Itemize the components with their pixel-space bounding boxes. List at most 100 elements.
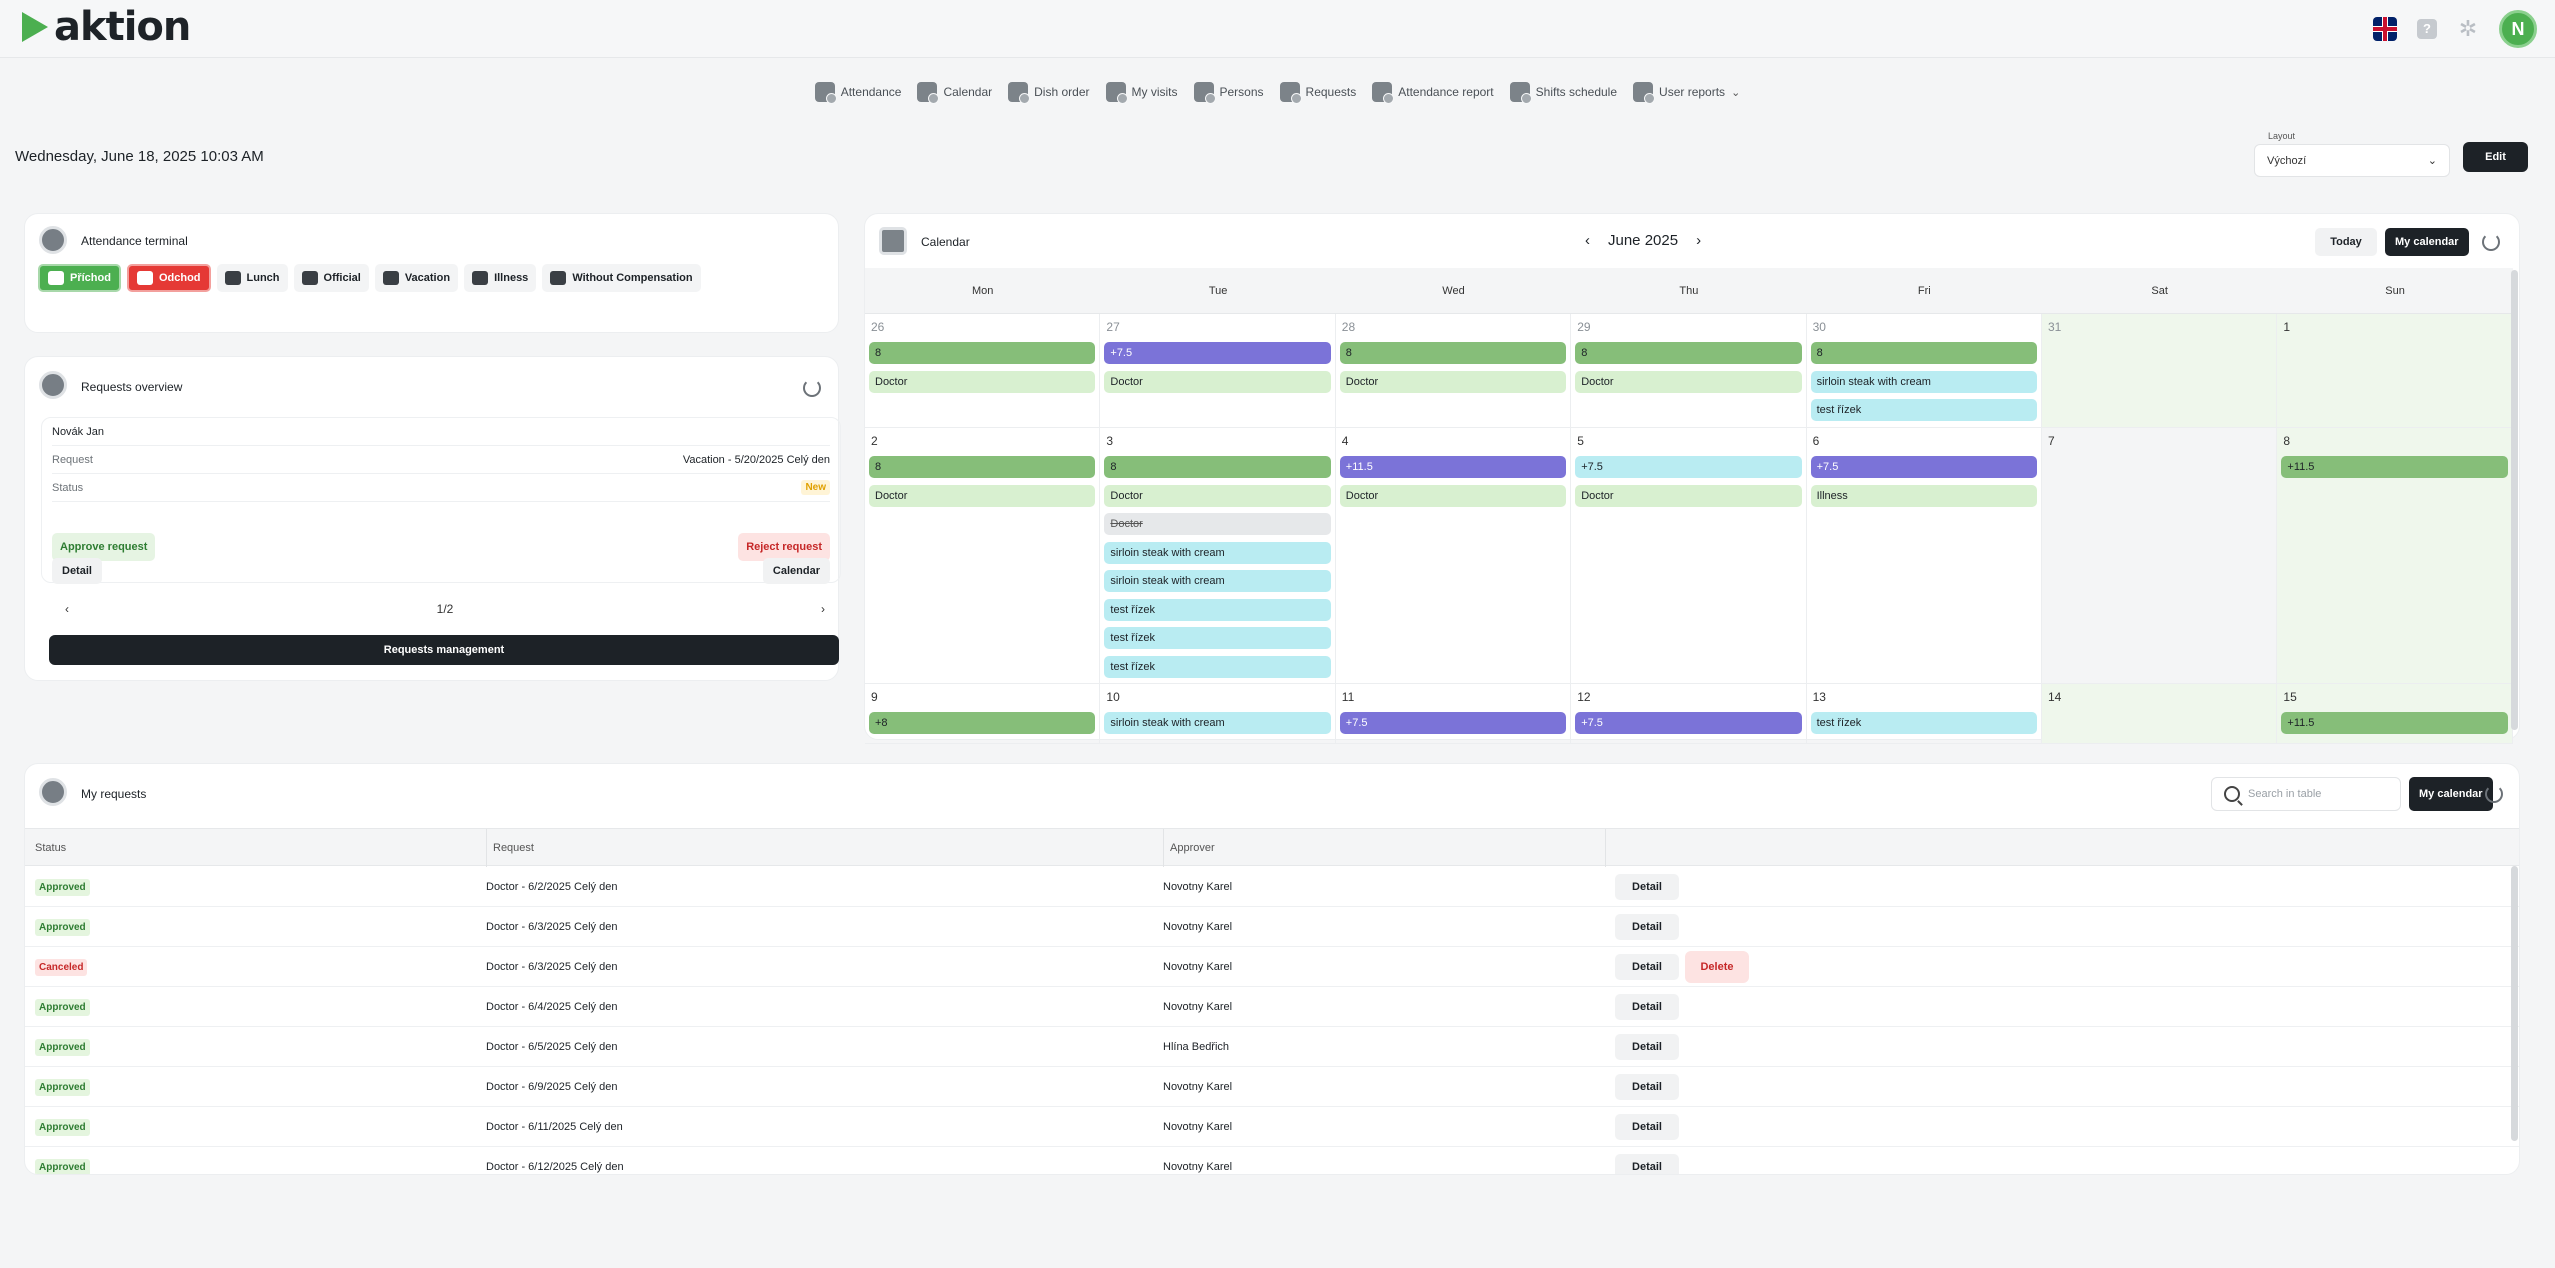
table-row[interactable]: Approved Doctor - 6/3/2025 Celý den Novotn… xyxy=(25,907,2519,947)
without-compensation-button[interactable]: Without Compensation xyxy=(542,264,701,292)
prev-page-icon[interactable]: ‹ xyxy=(65,602,69,616)
my-calendar-button[interactable]: My calendar xyxy=(2385,228,2469,256)
calendar-event[interactable]: sirloin steak with cream xyxy=(1104,712,1331,734)
calendar-event[interactable]: sirloin steak with cream xyxy=(1104,570,1331,592)
calendar-event[interactable]: 8 xyxy=(1810,342,2037,364)
detail-button[interactable]: Detail xyxy=(1615,994,1679,1020)
nav-shifts-schedule[interactable]: Shifts schedule xyxy=(1509,80,1617,104)
calendar-event[interactable]: +11.5 xyxy=(1339,456,1567,478)
prev-month-icon[interactable]: ‹ xyxy=(1585,232,1590,249)
calendar-event[interactable]: +7.5 xyxy=(1104,342,1331,364)
search-input[interactable]: Search in table xyxy=(2211,777,2401,811)
calendar-event[interactable]: Doctor xyxy=(869,370,1096,393)
detail-button[interactable]: Detail xyxy=(1615,1034,1679,1060)
lunch-button[interactable]: Lunch xyxy=(216,264,288,292)
table-row[interactable]: Approved Doctor - 6/5/2025 Celý den Hlína … xyxy=(25,1027,2519,1067)
departure-button[interactable]: Odchod xyxy=(126,264,211,292)
calendar-event[interactable]: test řízek xyxy=(1104,655,1331,678)
table-row[interactable]: Approved Doctor - 6/12/2025 Celý den Novot… xyxy=(25,1147,2519,1174)
calendar-day-cell[interactable]: 9 +8 xyxy=(865,684,1101,744)
nav-calendar[interactable]: Calendar xyxy=(917,80,992,104)
refresh-icon[interactable] xyxy=(2482,233,2500,251)
calendar-day-cell[interactable]: 10 sirloin steak with cream xyxy=(1100,684,1336,744)
detail-button[interactable]: Detail xyxy=(1615,874,1679,900)
detail-button[interactable]: Detail xyxy=(1615,914,1679,940)
calendar-day-cell[interactable]: 4 +11.5 Doctor xyxy=(1335,428,1572,684)
next-month-icon[interactable]: › xyxy=(1696,232,1702,249)
nav-attendance-report[interactable]: Attendance report xyxy=(1372,80,1494,104)
calendar-event[interactable]: 8 xyxy=(1339,342,1567,364)
table-row[interactable]: Approved Doctor - 6/11/2025 Celý den Novot… xyxy=(25,1107,2519,1147)
calendar-event[interactable]: 8 xyxy=(869,342,1096,364)
calendar-day-cell[interactable]: 15 +11.5 xyxy=(2277,684,2513,744)
calendar-day-cell[interactable]: 6 +7.5 Illness xyxy=(1806,428,2042,684)
calendar-event[interactable]: test řízek xyxy=(1810,399,2037,421)
calendar-event[interactable]: 8 xyxy=(1104,456,1331,478)
calendar-day-cell[interactable]: 31 xyxy=(2042,314,2278,428)
calendar-event[interactable]: test řízek xyxy=(1104,598,1331,621)
calendar-day-cell[interactable]: 26 8 Doctor xyxy=(865,314,1101,428)
detail-button[interactable]: Detail xyxy=(1615,954,1679,980)
calendar-event[interactable]: +7.5 xyxy=(1339,712,1567,734)
requests-management-button[interactable]: Requests management xyxy=(49,635,839,665)
refresh-icon[interactable] xyxy=(2485,785,2503,803)
calendar-day-cell[interactable]: 30 8 sirloin steak with cream test řízek xyxy=(1806,314,2042,428)
today-button[interactable]: Today xyxy=(2315,228,2377,256)
calendar-event[interactable]: +7.5 xyxy=(1575,712,1802,734)
nav-attendance[interactable]: Attendance xyxy=(814,80,901,104)
calendar-event[interactable]: +11.5 xyxy=(2281,456,2508,478)
calendar-event[interactable]: Doctor xyxy=(1339,370,1567,393)
detail-button[interactable]: Detail xyxy=(1615,1114,1679,1140)
calendar-day-cell[interactable]: 3 8 Doctor Doctor sirloin steak with cream si… xyxy=(1100,428,1336,684)
calendar-day-cell[interactable]: 13 test řízek xyxy=(1806,684,2042,744)
approve-request-button[interactable]: Approve request xyxy=(52,533,156,561)
calendar-event[interactable]: Doctor xyxy=(869,484,1096,507)
calendar-day-cell[interactable]: 1 xyxy=(2277,314,2513,428)
calendar-event[interactable]: Doctor xyxy=(1104,484,1331,507)
layout-select[interactable]: Výchozí ⌄ xyxy=(2254,144,2450,177)
table-row[interactable]: Approved Doctor - 6/2/2025 Celý den Novotn… xyxy=(25,867,2519,907)
detail-button[interactable]: Detail xyxy=(1615,1154,1679,1174)
calendar-event[interactable]: sirloin steak with cream xyxy=(1810,370,2037,393)
calendar-event[interactable]: +7.5 xyxy=(1810,456,2037,478)
calendar-day-cell[interactable]: 28 8 Doctor xyxy=(1335,314,1572,428)
my-calendar-button[interactable]: My calendar xyxy=(2409,777,2493,811)
detail-button[interactable]: Detail xyxy=(1615,1074,1679,1100)
table-scrollbar[interactable] xyxy=(2511,866,2518,1141)
nav-requests[interactable]: Requests xyxy=(1279,80,1356,104)
language-flag-icon[interactable] xyxy=(2373,17,2397,41)
edit-button[interactable]: Edit xyxy=(2463,142,2528,172)
calendar-event[interactable]: +7.5 xyxy=(1575,456,1802,478)
detail-button[interactable]: Detail xyxy=(52,558,102,584)
calendar-button[interactable]: Calendar xyxy=(762,558,830,584)
illness-button[interactable]: Illness xyxy=(464,264,537,292)
nav-persons[interactable]: Persons xyxy=(1193,80,1264,104)
table-row[interactable]: Canceled Doctor - 6/3/2025 Celý den Novotn… xyxy=(25,947,2519,987)
calendar-event[interactable]: Doctor xyxy=(1339,484,1567,507)
calendar-day-cell[interactable]: 2 8 Doctor xyxy=(865,428,1101,684)
user-avatar[interactable]: N xyxy=(2499,10,2537,48)
calendar-event[interactable]: 8 xyxy=(869,456,1096,478)
column-approver[interactable]: Approver xyxy=(1163,829,1215,867)
calendar-scrollbar[interactable] xyxy=(2511,270,2518,730)
calendar-event[interactable]: Doctor xyxy=(1104,370,1331,393)
column-request[interactable]: Request xyxy=(486,829,534,867)
gear-icon[interactable]: ✲ xyxy=(2458,16,2478,41)
official-button[interactable]: Official xyxy=(293,264,369,292)
calendar-day-cell[interactable]: 5 +7.5 Doctor xyxy=(1571,428,1807,684)
calendar-event[interactable]: +8 xyxy=(869,712,1096,734)
arrival-button[interactable]: Příchod xyxy=(38,264,121,292)
calendar-event[interactable]: test řízek xyxy=(1810,712,2037,734)
calendar-day-cell[interactable]: 12 +7.5 xyxy=(1571,684,1807,744)
calendar-event[interactable]: Doctor xyxy=(1575,370,1802,393)
vacation-button[interactable]: Vacation xyxy=(374,264,459,292)
refresh-icon[interactable] xyxy=(803,379,821,397)
help-icon[interactable]: ? xyxy=(2417,19,2437,39)
calendar-event[interactable]: Doctor xyxy=(1575,484,1802,507)
calendar-day-cell[interactable]: 29 8 Doctor xyxy=(1571,314,1807,428)
calendar-event[interactable]: 8 xyxy=(1575,342,1802,364)
nav-my-visits[interactable]: My visits xyxy=(1105,80,1178,104)
delete-button[interactable]: Delete xyxy=(1685,951,1749,983)
calendar-day-cell[interactable]: 27 +7.5 Doctor xyxy=(1100,314,1336,428)
calendar-event[interactable]: sirloin steak with cream xyxy=(1104,541,1331,564)
